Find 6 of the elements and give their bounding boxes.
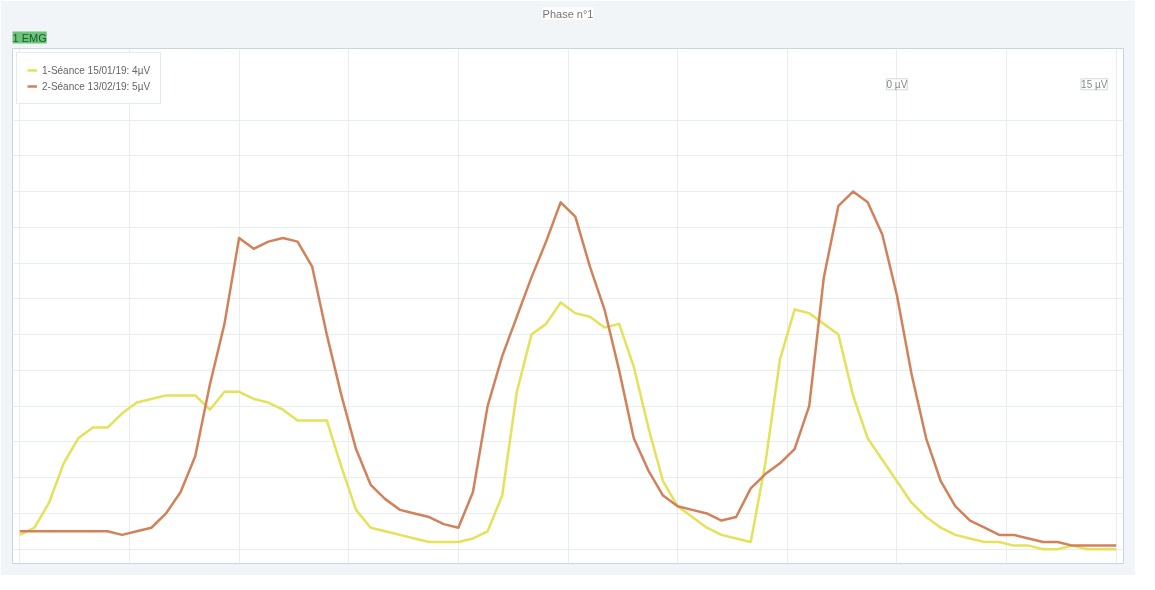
chart-subtitle: 1 EMG	[12, 31, 47, 44]
legend-label: 2-Séance 13/02/19: 5µV	[42, 80, 151, 92]
text: 15 µV	[1081, 78, 1108, 90]
chart-title: Phase n°1	[542, 7, 594, 20]
text: 0 µV	[886, 78, 908, 90]
legend-label: 1-Séance 15/01/19: 4µV	[42, 64, 151, 76]
